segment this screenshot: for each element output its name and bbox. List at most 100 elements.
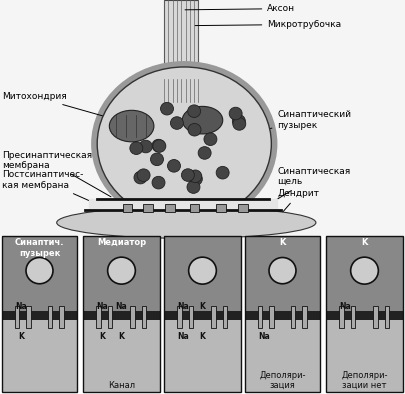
Bar xyxy=(164,317,241,392)
Bar xyxy=(177,307,182,328)
Bar xyxy=(326,236,403,317)
Bar xyxy=(164,311,241,320)
Text: Дендрит: Дендрит xyxy=(277,190,320,219)
Bar xyxy=(2,236,77,317)
Text: K: K xyxy=(18,331,24,340)
Text: Синаптическая
щель: Синаптическая щель xyxy=(272,167,351,203)
Bar xyxy=(108,307,113,328)
Text: Синаптический
пузырек: Синаптический пузырек xyxy=(244,110,352,134)
Circle shape xyxy=(153,140,166,152)
Circle shape xyxy=(232,115,245,127)
Text: K: K xyxy=(99,331,105,340)
Bar xyxy=(373,307,378,328)
Text: K: K xyxy=(119,331,124,340)
Bar xyxy=(164,0,198,79)
Bar xyxy=(326,236,403,392)
Bar xyxy=(245,236,320,392)
Bar xyxy=(15,307,19,328)
Bar xyxy=(190,204,199,212)
Circle shape xyxy=(108,257,135,284)
Circle shape xyxy=(152,139,165,152)
Text: Канал: Канал xyxy=(108,381,135,390)
Ellipse shape xyxy=(57,207,316,238)
Ellipse shape xyxy=(182,106,223,134)
Text: Митохондрия: Митохондрия xyxy=(2,92,129,123)
Text: Постсинаптичес-
кая мембрана: Постсинаптичес- кая мембрана xyxy=(2,170,107,208)
Bar xyxy=(245,311,320,320)
Bar xyxy=(326,311,403,320)
Bar xyxy=(83,317,160,392)
Circle shape xyxy=(152,177,165,189)
Bar xyxy=(339,307,344,328)
Bar xyxy=(83,311,160,320)
Bar xyxy=(258,307,262,328)
Text: K: K xyxy=(200,302,205,311)
Text: Na: Na xyxy=(96,302,108,311)
Circle shape xyxy=(204,133,217,145)
Bar xyxy=(143,204,153,212)
Text: Пресинаптическая
мембрана: Пресинаптическая мембрана xyxy=(2,151,111,197)
Circle shape xyxy=(137,169,150,182)
Text: Na: Na xyxy=(339,302,351,311)
Text: K: K xyxy=(361,238,368,247)
Circle shape xyxy=(187,181,200,193)
Bar xyxy=(216,204,226,212)
Text: Na: Na xyxy=(258,331,270,340)
Circle shape xyxy=(188,123,201,136)
Bar xyxy=(2,236,77,392)
Bar xyxy=(269,307,274,328)
Bar xyxy=(2,317,77,392)
Bar xyxy=(83,236,160,392)
Bar xyxy=(385,307,389,328)
Circle shape xyxy=(269,258,296,284)
Circle shape xyxy=(233,117,246,130)
Circle shape xyxy=(189,257,216,284)
Circle shape xyxy=(190,173,202,185)
Bar xyxy=(2,311,77,320)
Text: Деполяри-
зации нет: Деполяри- зации нет xyxy=(341,371,388,390)
Ellipse shape xyxy=(91,61,277,227)
Bar xyxy=(245,236,320,317)
Circle shape xyxy=(181,169,194,181)
Bar xyxy=(238,204,248,212)
Bar xyxy=(26,307,31,328)
Bar xyxy=(291,307,295,328)
Text: Na: Na xyxy=(115,302,128,311)
Circle shape xyxy=(216,166,229,179)
Bar xyxy=(123,204,132,212)
Bar xyxy=(165,204,175,212)
Circle shape xyxy=(139,140,152,153)
Bar xyxy=(326,317,403,392)
Circle shape xyxy=(130,142,143,154)
Circle shape xyxy=(351,257,378,284)
Bar xyxy=(142,307,146,328)
Bar xyxy=(211,307,216,328)
Circle shape xyxy=(171,117,183,129)
Circle shape xyxy=(134,171,147,184)
Text: Рецептор для
медиатора: Рецептор для медиатора xyxy=(89,217,164,243)
Bar xyxy=(351,307,356,328)
Bar xyxy=(130,307,135,328)
Bar xyxy=(164,236,241,392)
Circle shape xyxy=(160,102,173,115)
Bar xyxy=(83,236,160,317)
Bar xyxy=(245,317,320,392)
Bar xyxy=(164,236,241,317)
Bar xyxy=(96,307,101,328)
Circle shape xyxy=(26,258,53,284)
Bar xyxy=(0,0,405,236)
Circle shape xyxy=(168,160,181,172)
Text: Na: Na xyxy=(15,302,27,311)
Ellipse shape xyxy=(97,67,271,221)
Ellipse shape xyxy=(109,110,154,142)
Circle shape xyxy=(189,170,202,182)
Circle shape xyxy=(188,105,200,117)
Text: K: K xyxy=(279,238,286,247)
Circle shape xyxy=(151,153,164,165)
Text: Аксон: Аксон xyxy=(185,4,295,13)
Text: Na: Na xyxy=(177,302,189,311)
Circle shape xyxy=(198,147,211,159)
Circle shape xyxy=(229,107,242,120)
Bar xyxy=(60,307,64,328)
Text: Синаптич.
пузырек: Синаптич. пузырек xyxy=(15,238,64,258)
